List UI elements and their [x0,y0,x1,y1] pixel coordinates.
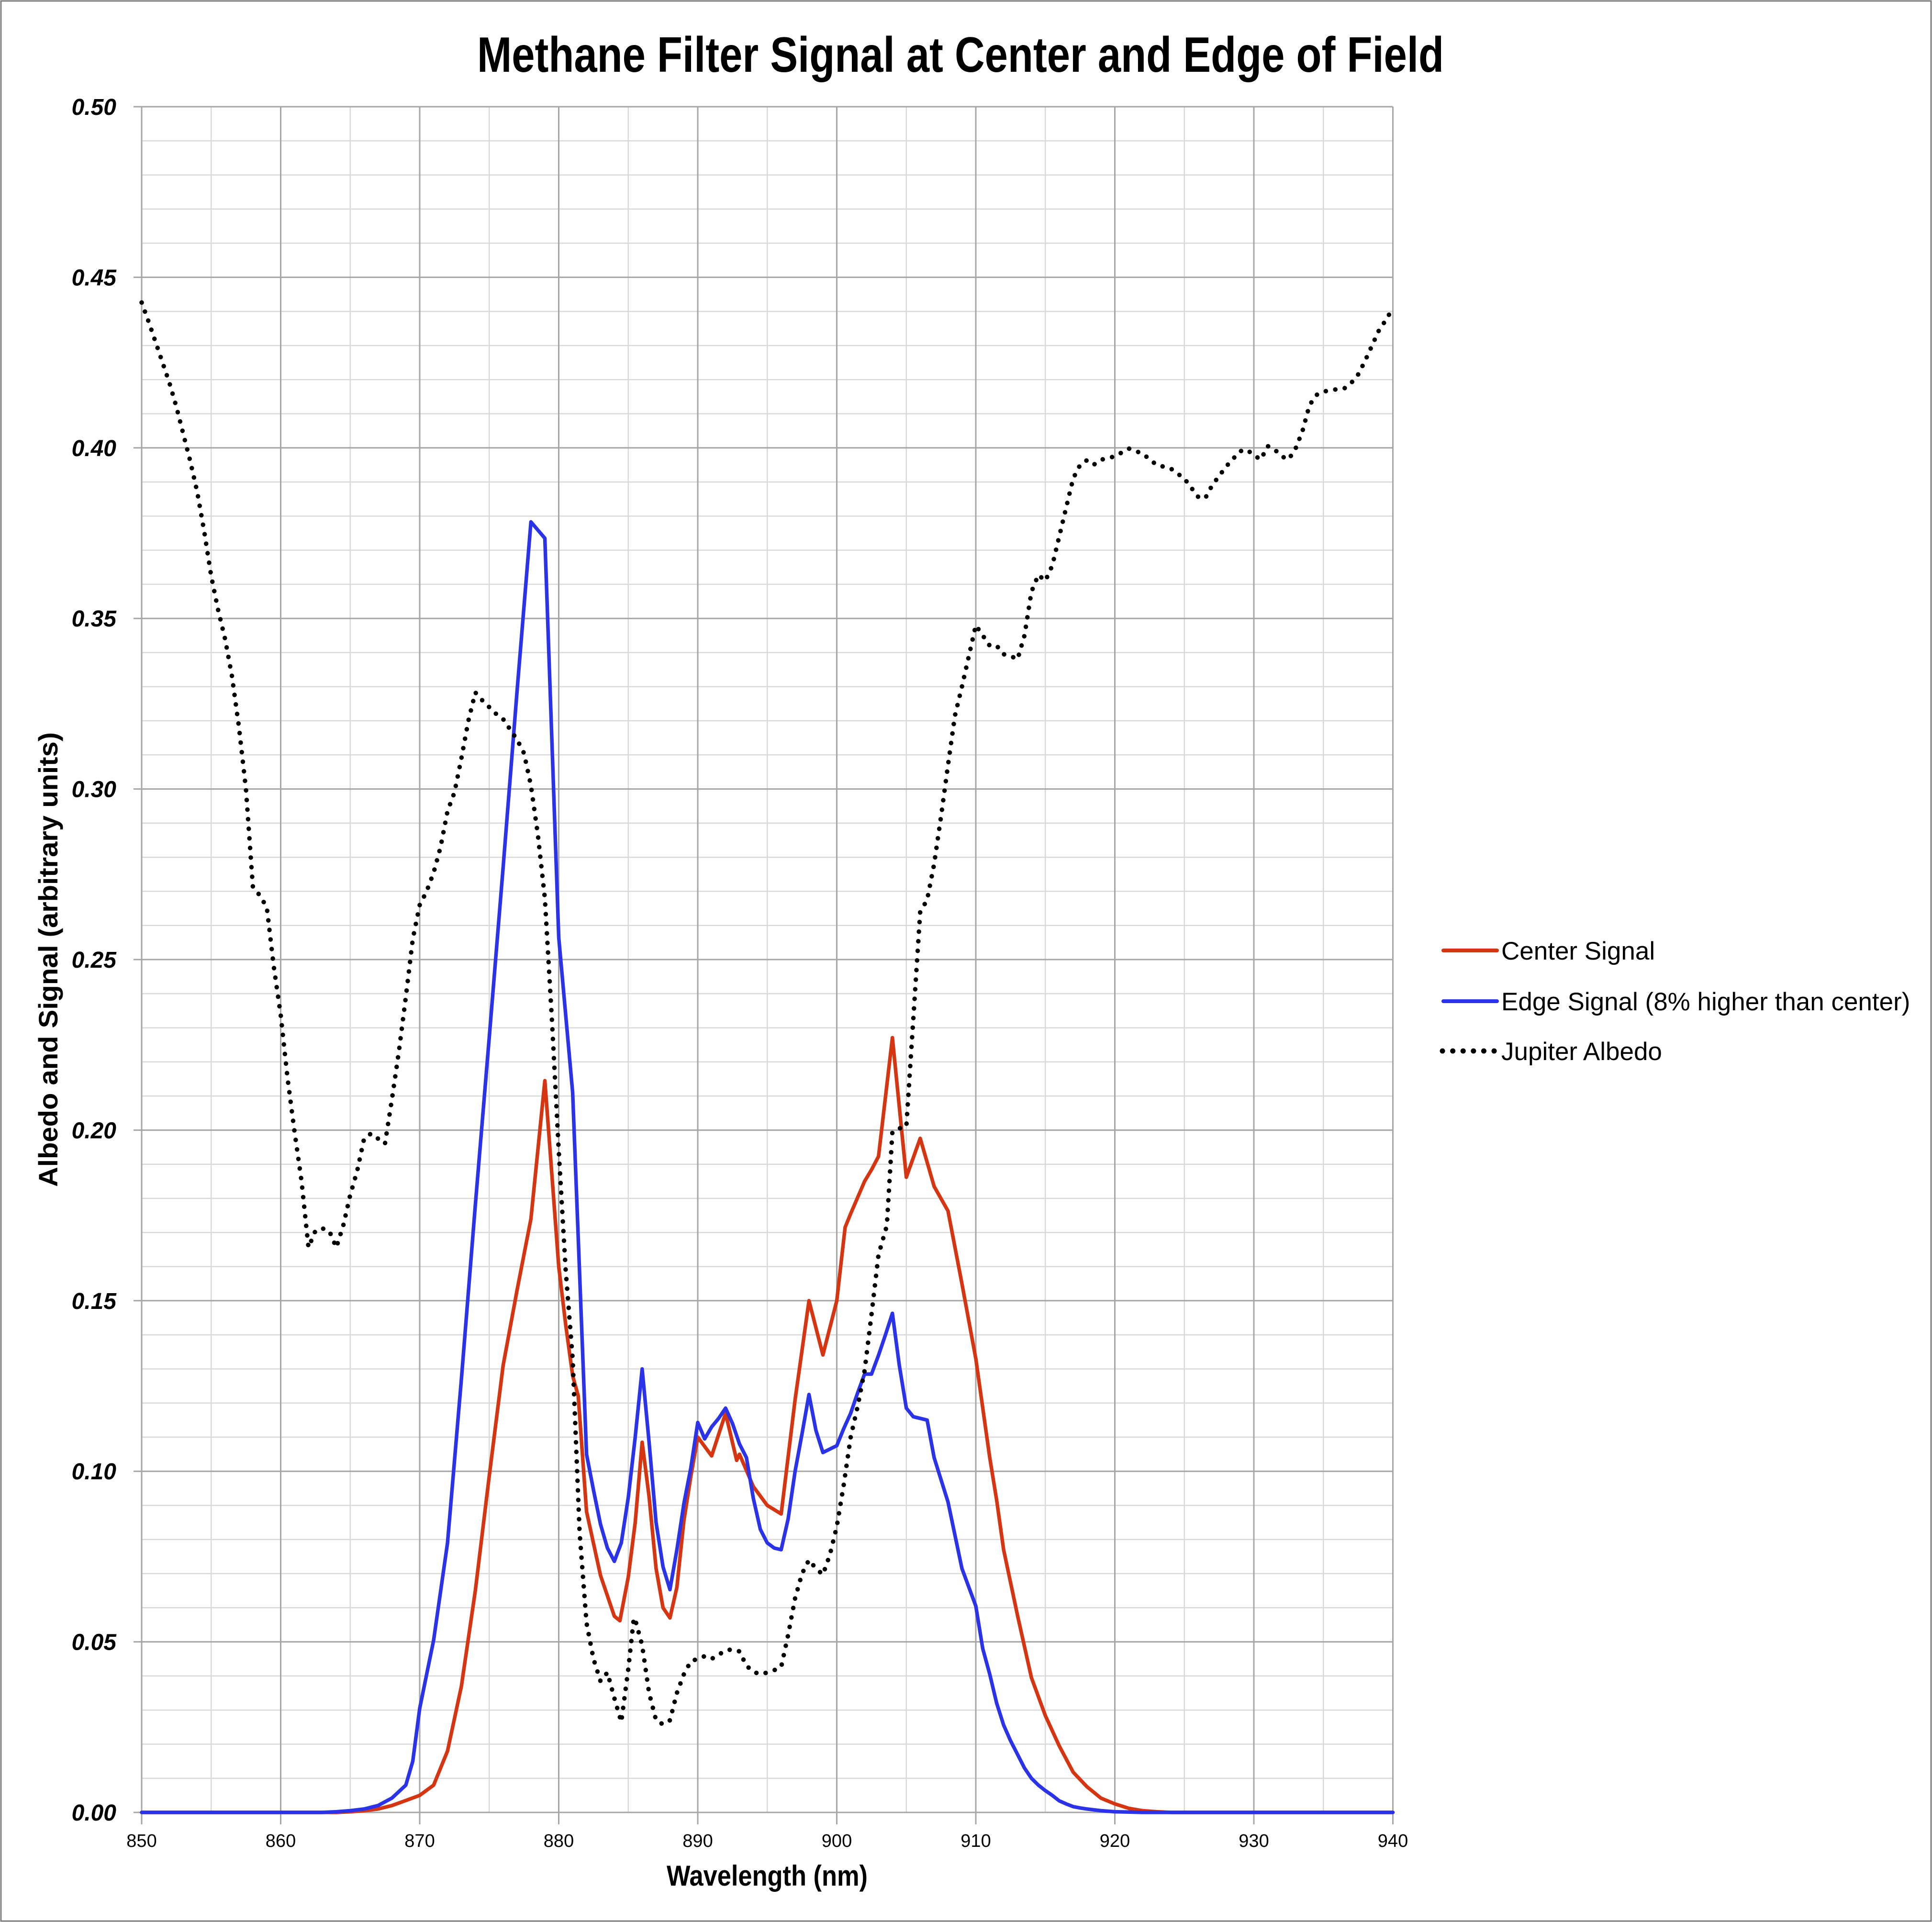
svg-text:0.30: 0.30 [72,777,117,803]
svg-text:0.45: 0.45 [72,265,117,291]
svg-text:Jupiter Albedo: Jupiter Albedo [1501,1038,1662,1066]
svg-text:Center Signal: Center Signal [1501,937,1655,965]
svg-text:0.50: 0.50 [72,95,117,120]
svg-text:850: 850 [126,1831,156,1851]
svg-text:0.20: 0.20 [72,1118,117,1143]
svg-text:930: 930 [1239,1831,1269,1851]
svg-text:0.25: 0.25 [72,948,117,973]
svg-text:910: 910 [960,1831,991,1851]
svg-text:920: 920 [1100,1831,1130,1851]
svg-text:Edge Signal (8% higher than ce: Edge Signal (8% higher than center) [1501,988,1910,1016]
svg-text:Albedo and Signal (arbitrary u: Albedo and Signal (arbitrary units) [33,732,63,1187]
svg-text:0.00: 0.00 [72,1800,117,1826]
svg-text:940: 940 [1378,1831,1408,1851]
svg-text:0.15: 0.15 [72,1289,117,1314]
svg-text:860: 860 [266,1831,296,1851]
svg-text:Wavelength (nm): Wavelength (nm) [667,1860,868,1892]
svg-text:Methane Filter Signal at Cente: Methane Filter Signal at Center and Edge… [477,27,1444,83]
svg-text:880: 880 [544,1831,574,1851]
svg-text:900: 900 [822,1831,852,1851]
svg-text:0.35: 0.35 [72,606,117,632]
svg-text:0.10: 0.10 [72,1459,117,1485]
svg-text:870: 870 [404,1831,435,1851]
svg-text:890: 890 [682,1831,713,1851]
svg-text:0.05: 0.05 [72,1630,117,1655]
svg-text:0.40: 0.40 [72,436,117,461]
